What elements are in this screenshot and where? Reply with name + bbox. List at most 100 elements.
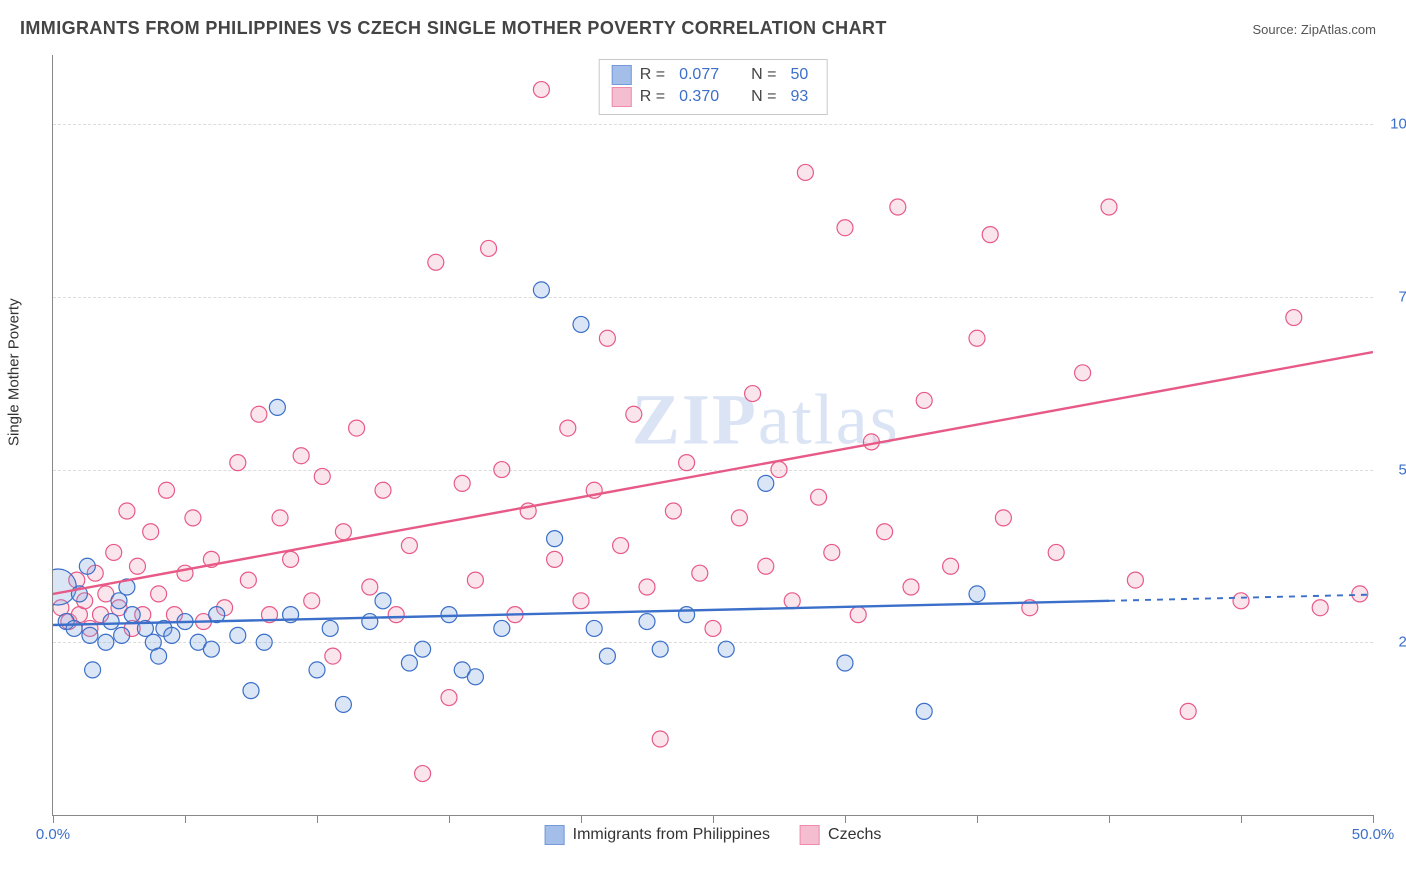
scatter-point (494, 620, 510, 636)
x-tick-mark (713, 815, 714, 823)
scatter-point (1075, 365, 1091, 381)
plot-area: ZIPatlas 25.0%50.0%75.0%100.0% 0.0%50.0%… (52, 55, 1373, 816)
scatter-point (679, 607, 695, 623)
scatter-point (652, 641, 668, 657)
x-tick-mark (449, 815, 450, 823)
scatter-point (1127, 572, 1143, 588)
scatter-point (401, 538, 417, 554)
scatter-point (428, 254, 444, 270)
trend-line (53, 352, 1373, 594)
stat-R-value: 0.077 (679, 64, 719, 86)
scatter-point (547, 531, 563, 547)
scatter-point (692, 565, 708, 581)
scatter-point (164, 627, 180, 643)
scatter-point (151, 648, 167, 664)
scatter-point (652, 731, 668, 747)
scatter-point (533, 282, 549, 298)
y-tick-label: 100.0% (1390, 116, 1406, 133)
scatter-point (103, 614, 119, 630)
scatter-point (547, 551, 563, 567)
scatter-point (415, 641, 431, 657)
scatter-point (283, 551, 299, 567)
x-tick-label: 0.0% (36, 826, 70, 843)
x-tick-mark (845, 815, 846, 823)
scatter-point (151, 586, 167, 602)
scatter-point (718, 641, 734, 657)
x-tick-mark (581, 815, 582, 823)
scatter-point (1286, 310, 1302, 326)
scatter-point (349, 420, 365, 436)
scatter-point (66, 620, 82, 636)
scatter-point (639, 579, 655, 595)
scatter-point (79, 558, 95, 574)
scatter-point (375, 593, 391, 609)
scatter-point (143, 524, 159, 540)
scatter-point (982, 227, 998, 243)
scatter-point (679, 455, 695, 471)
stat-R-label: R = (640, 86, 665, 108)
scatter-point (758, 475, 774, 491)
x-tick-mark (317, 815, 318, 823)
scatter-point (943, 558, 959, 574)
scatter-point (362, 614, 378, 630)
stat-legend-row: R = 0.370 N = 93 (612, 86, 815, 108)
scatter-point (599, 648, 615, 664)
series-legend-item: Czechs (800, 825, 881, 845)
stat-R-value: 0.370 (679, 86, 719, 108)
scatter-point (995, 510, 1011, 526)
scatter-point (837, 655, 853, 671)
scatter-point (903, 579, 919, 595)
scatter-point (626, 406, 642, 422)
scatter-point (639, 614, 655, 630)
x-tick-mark (53, 815, 54, 823)
scatter-point (454, 475, 470, 491)
source-name: ZipAtlas.com (1301, 22, 1376, 37)
stat-N-label: N = (751, 64, 776, 86)
y-tick-label: 50.0% (1398, 461, 1406, 478)
scatter-point (1101, 199, 1117, 215)
scatter-svg (53, 55, 1373, 815)
x-tick-mark (1109, 815, 1110, 823)
scatter-point (106, 544, 122, 560)
scatter-point (304, 593, 320, 609)
scatter-point (850, 607, 866, 623)
legend-swatch (612, 65, 632, 85)
scatter-point (441, 690, 457, 706)
scatter-point (272, 510, 288, 526)
scatter-point (256, 634, 272, 650)
scatter-point (1312, 600, 1328, 616)
scatter-point (586, 620, 602, 636)
scatter-point (758, 558, 774, 574)
scatter-point (745, 386, 761, 402)
scatter-point (124, 607, 140, 623)
scatter-point (494, 462, 510, 478)
scatter-point (335, 524, 351, 540)
scatter-point (797, 164, 813, 180)
scatter-point (119, 503, 135, 519)
x-tick-mark (1241, 815, 1242, 823)
scatter-point (325, 648, 341, 664)
scatter-point (467, 669, 483, 685)
stat-legend: R =0.077N =50R =0.370N =93 (599, 59, 828, 115)
scatter-point (401, 655, 417, 671)
source-prefix: Source: (1252, 22, 1300, 37)
scatter-point (573, 316, 589, 332)
scatter-point (314, 468, 330, 484)
stat-N-label: N = (751, 86, 776, 108)
x-tick-mark (1373, 815, 1374, 823)
scatter-point (1233, 593, 1249, 609)
stat-R-label: R = (640, 64, 665, 86)
legend-swatch (800, 825, 820, 845)
legend-swatch (545, 825, 565, 845)
scatter-point (375, 482, 391, 498)
y-tick-label: 25.0% (1398, 634, 1406, 651)
series-legend-item: Immigrants from Philippines (545, 825, 770, 845)
scatter-point (240, 572, 256, 588)
x-tick-mark (185, 815, 186, 823)
scatter-point (362, 579, 378, 595)
stat-N-value: 93 (790, 86, 808, 108)
scatter-point (573, 593, 589, 609)
scatter-point (916, 703, 932, 719)
scatter-point (969, 586, 985, 602)
scatter-point (335, 696, 351, 712)
